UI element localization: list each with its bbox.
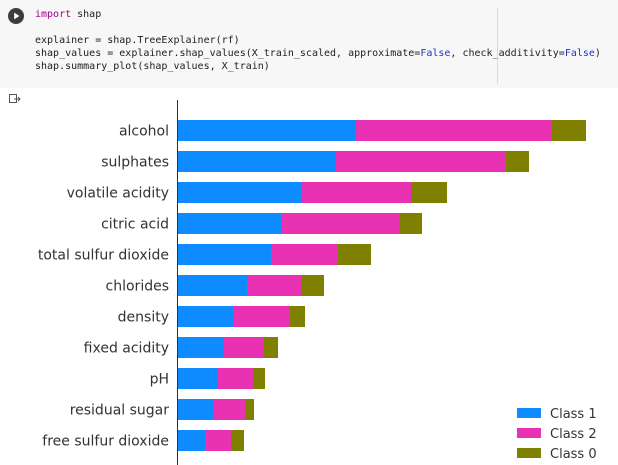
- bar-segment: [302, 182, 411, 203]
- bar-segment: [400, 213, 422, 234]
- code-token: False: [564, 48, 595, 59]
- bar-segment: [247, 275, 301, 296]
- legend-label: Class 0: [550, 447, 597, 462]
- bar-segment: [177, 120, 356, 141]
- bar-segment: [177, 244, 271, 265]
- bar-segment: [506, 151, 529, 172]
- bar-segment: [177, 368, 218, 389]
- feature-label: sulphates: [101, 155, 169, 171]
- bar-segment: [224, 337, 264, 358]
- code-line: import shap: [35, 8, 601, 21]
- code-token: shap: [71, 9, 102, 20]
- code-token: ): [594, 48, 601, 59]
- bar-segment: [177, 182, 302, 203]
- bar-segment: [177, 399, 214, 420]
- shap-summary-chart: alcohol sulphates volatile acidity citric a…: [38, 100, 597, 465]
- cell-divider: [497, 8, 498, 84]
- bar-segment: [231, 430, 244, 451]
- bar-segment: [338, 244, 371, 265]
- bar-segment: [264, 337, 278, 358]
- bar-segment: [177, 430, 205, 451]
- legend-label: Class 2: [550, 427, 597, 442]
- feature-label: pH: [150, 372, 169, 388]
- code-line: explainer = shap.TreeExplainer(rf): [35, 34, 601, 47]
- bar-segment: [411, 182, 447, 203]
- play-circle-icon: [14, 12, 20, 20]
- bar-segment: [253, 368, 265, 389]
- bar-segment: [177, 337, 224, 358]
- legend-label: Class 1: [550, 407, 597, 422]
- bar-segment: [205, 430, 231, 451]
- bar-segment: [177, 213, 282, 234]
- legend-swatch: [517, 448, 541, 458]
- code-editor[interactable]: import shap explainer = shap.TreeExplaine…: [35, 8, 601, 73]
- bar-segment: [356, 120, 552, 141]
- code-line: shap_values = explainer.shap_values(X_tr…: [35, 47, 601, 60]
- bar-segment: [290, 306, 305, 327]
- code-token: explainer = shap.TreeExplainer(rf): [35, 35, 240, 46]
- feature-label: alcohol: [119, 124, 169, 140]
- code-line: [35, 21, 601, 34]
- feature-label: residual sugar: [70, 403, 170, 419]
- bar-segment: [552, 120, 586, 141]
- bar-segment: [218, 368, 253, 389]
- bar-segment: [271, 244, 338, 265]
- code-line: shap.summary_plot(shap_values, X_train): [35, 60, 601, 73]
- feature-label: total sulfur dioxide: [38, 248, 169, 264]
- bar-segment: [177, 151, 336, 172]
- feature-label: chlorides: [106, 279, 169, 295]
- bar-segment: [282, 213, 400, 234]
- code-token: False: [420, 48, 451, 59]
- code-token: import: [35, 9, 72, 20]
- bar-segment: [301, 275, 324, 296]
- code-token: shap_values = explainer.shap_values(X_tr…: [35, 48, 421, 59]
- bar-segment: [177, 275, 247, 296]
- feature-label: free sulfur dioxide: [42, 434, 169, 450]
- feature-label: citric acid: [101, 217, 169, 233]
- bar-segment: [336, 151, 506, 172]
- code-token: , check_additivity=: [450, 48, 565, 59]
- code-cell[interactable]: import shap explainer = shap.TreeExplaine…: [0, 0, 618, 88]
- feature-label: density: [118, 310, 169, 326]
- bar-segment: [214, 399, 246, 420]
- legend-swatch: [517, 428, 541, 438]
- bar-segment: [177, 306, 233, 327]
- bar-segment: [233, 306, 290, 327]
- output-arrow-icon[interactable]: [9, 94, 21, 105]
- feature-label: volatile acidity: [67, 186, 169, 202]
- code-token: shap.summary_plot(shap_values, X_train): [35, 61, 270, 72]
- bar-segment: [246, 399, 254, 420]
- legend-swatch: [517, 408, 541, 418]
- run-cell-button[interactable]: [8, 8, 24, 24]
- feature-label: fixed acidity: [84, 341, 169, 357]
